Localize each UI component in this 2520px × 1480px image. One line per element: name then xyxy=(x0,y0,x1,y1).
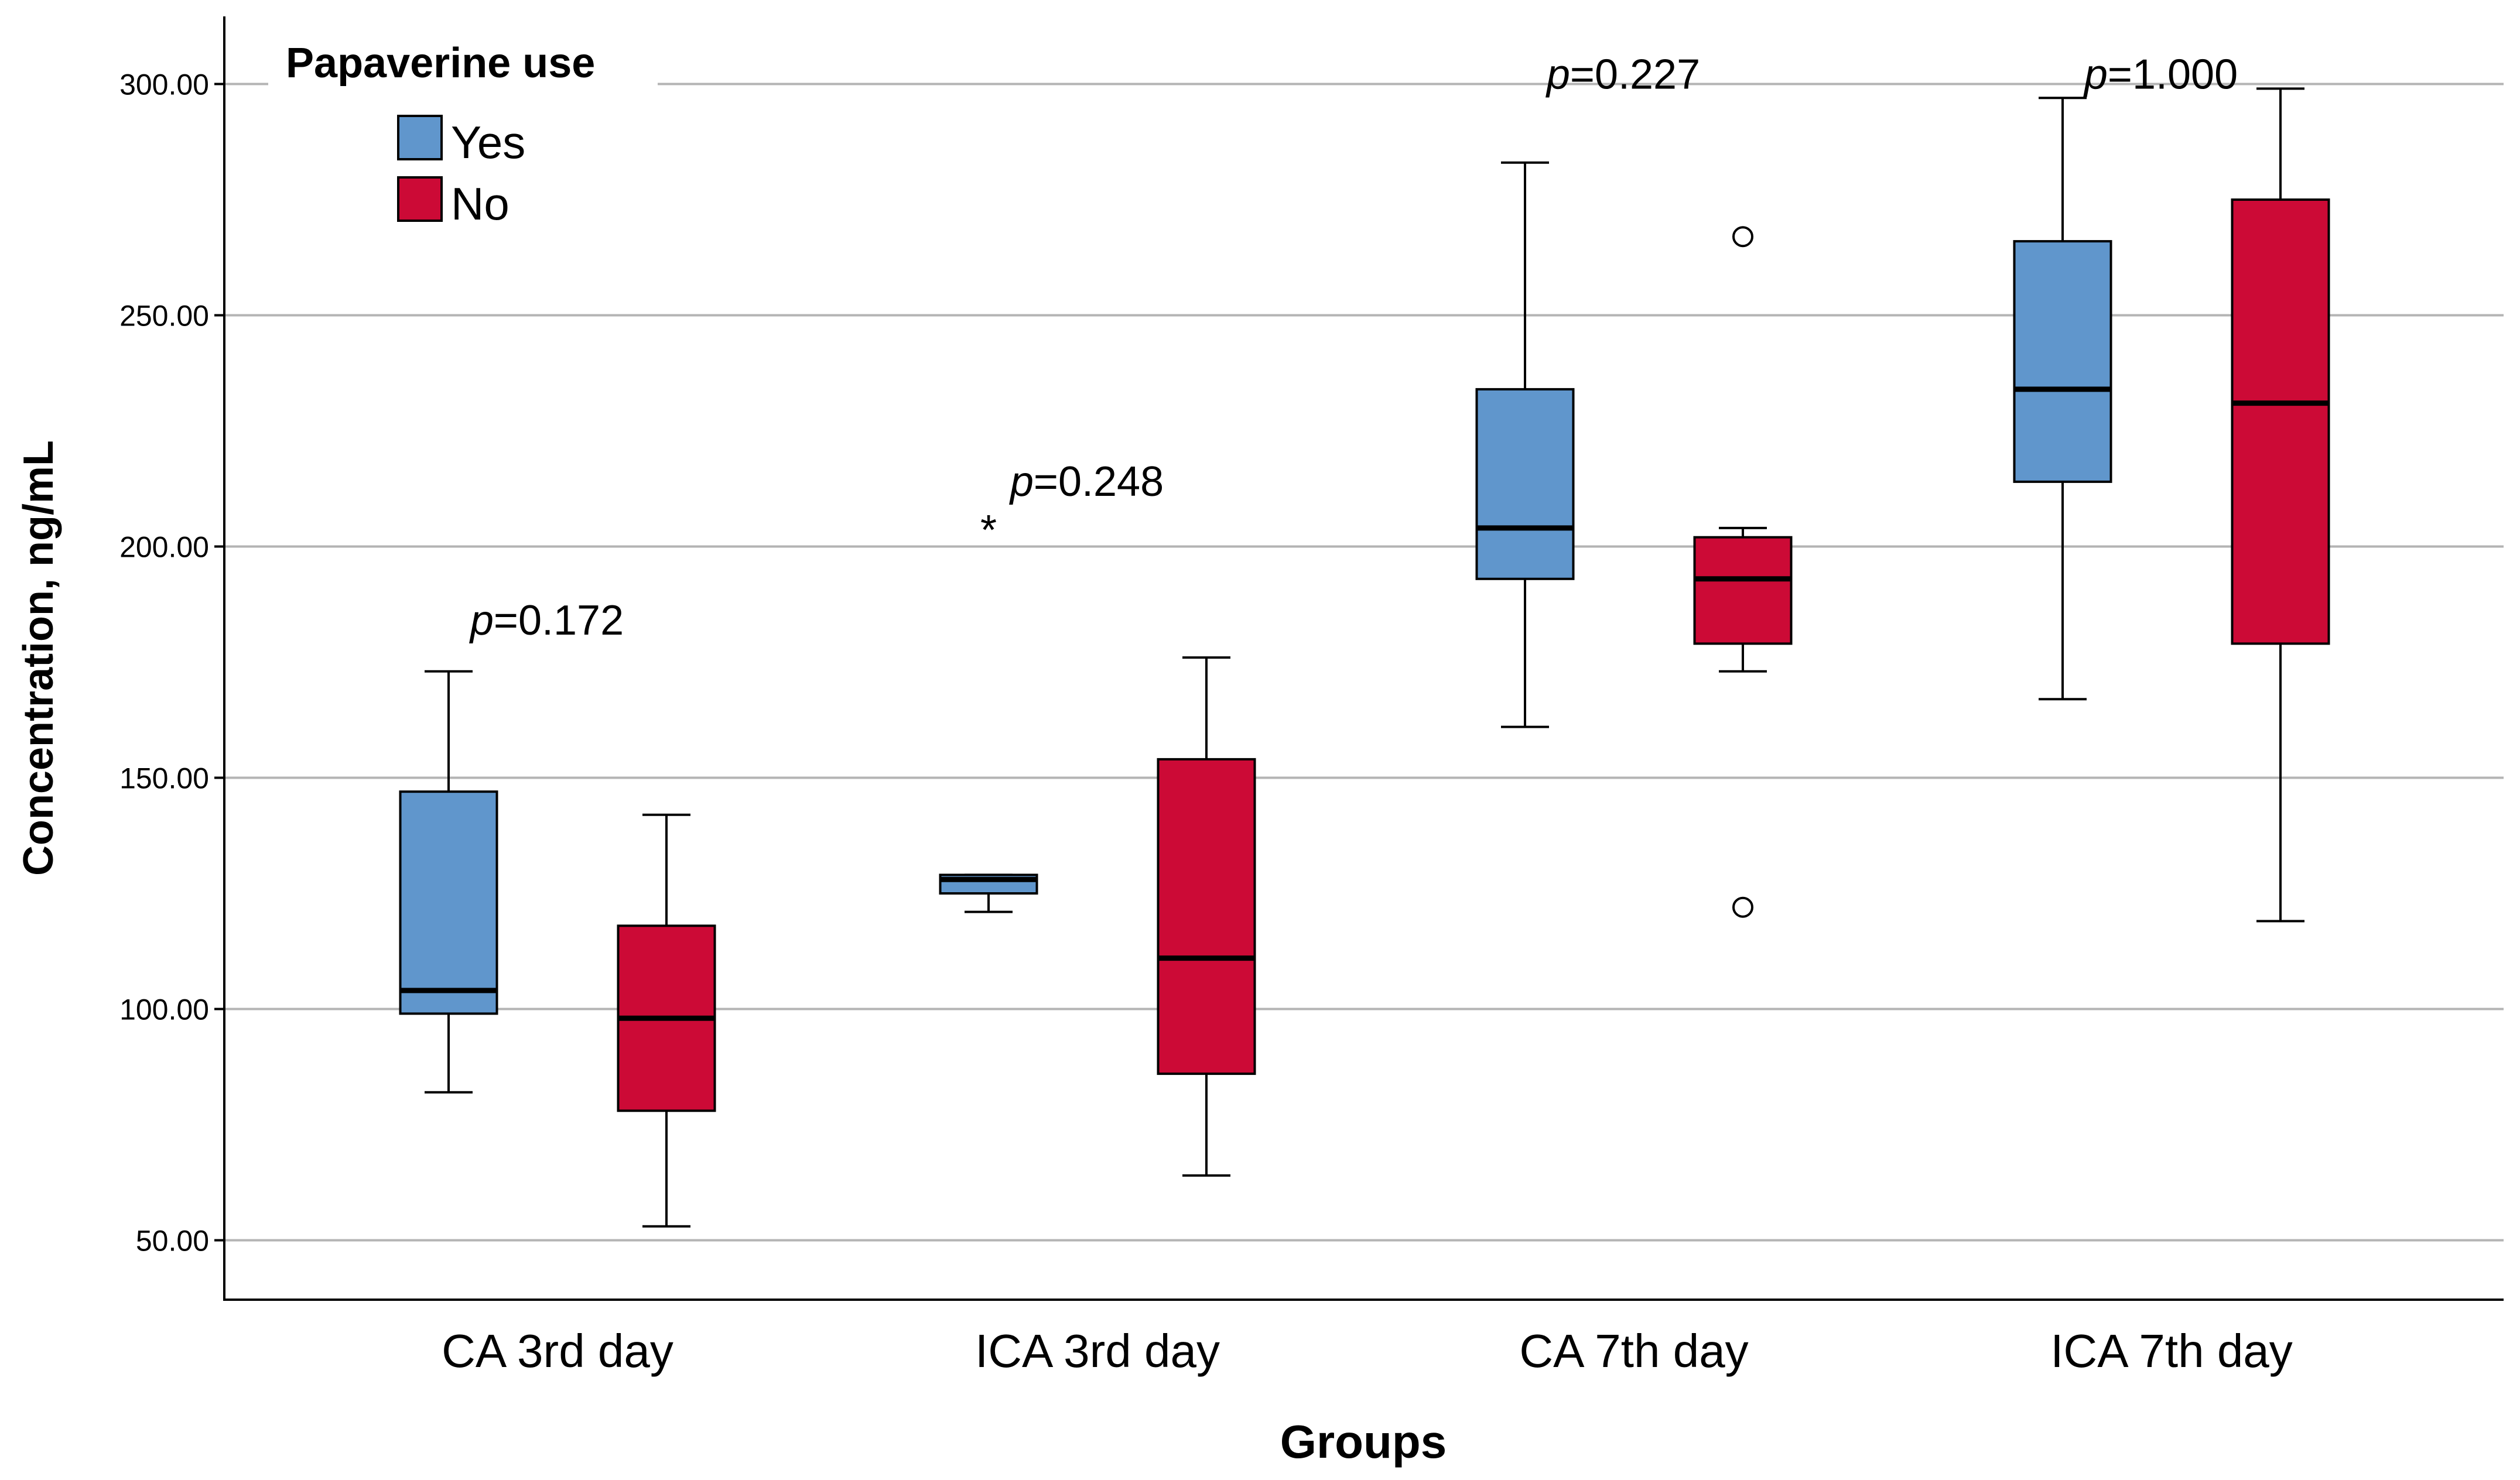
box-plot-series: * xyxy=(399,87,2330,1228)
box-iqr xyxy=(1475,388,1575,580)
y-tick-label: 300.00 xyxy=(119,68,209,101)
y-tick-label: 200.00 xyxy=(119,531,209,564)
outlier-point xyxy=(1732,226,1753,248)
extreme-point: * xyxy=(980,507,997,554)
y-tick-label: 50.00 xyxy=(136,1225,209,1258)
box-yes-3 xyxy=(2013,97,2112,701)
p-value-label: p=0.227 xyxy=(1545,52,1700,98)
legend-label-no: No xyxy=(451,178,510,229)
y-tick-label: 150.00 xyxy=(119,762,209,795)
x-tick-label: ICA 3rd day xyxy=(975,1325,1220,1377)
legend-background xyxy=(268,32,658,234)
legend-title: Papaverine use xyxy=(286,40,595,87)
y-tick-label: 250.00 xyxy=(119,300,209,333)
box-no-3 xyxy=(2231,87,2330,923)
legend-swatch-yes xyxy=(397,115,443,160)
x-tick-label: CA 7th day xyxy=(1519,1325,1748,1377)
gridlines xyxy=(224,83,2504,1242)
p-value-label: p=1.000 xyxy=(2083,52,2238,98)
box-iqr xyxy=(1693,536,1793,645)
box-yes-0 xyxy=(399,670,498,1094)
box-iqr xyxy=(2231,198,2330,645)
p-value-label: p=0.172 xyxy=(469,597,624,644)
legend: Papaverine use Yes No xyxy=(268,32,658,234)
box-no-1 xyxy=(1157,656,1256,1177)
x-tick-labels: CA 3rd day ICA 3rd day CA 7th day ICA 7th d… xyxy=(442,1325,2293,1377)
x-tick-label: ICA 7th day xyxy=(2050,1325,2293,1377)
y-tick-label: 100.00 xyxy=(119,993,209,1026)
box-no-2 xyxy=(1693,226,1793,918)
y-axis-label: Concentration, ng/mL xyxy=(15,440,62,876)
x-tick-label: CA 3rd day xyxy=(442,1325,673,1377)
outlier-point xyxy=(1732,896,1753,918)
legend-swatch-no xyxy=(397,176,443,222)
axes xyxy=(223,16,2504,1301)
box-iqr xyxy=(399,790,498,1015)
x-axis-label: Groups xyxy=(1280,1416,1447,1468)
box-iqr xyxy=(1157,758,1256,1075)
box-yes-1: * xyxy=(939,507,1038,913)
y-tick-labels: 50.00 100.00 150.00 200.00 250.00 300.00 xyxy=(119,68,224,1258)
p-value-annotations: p=0.172 p=0.248 p=0.227 p=1.000 xyxy=(469,52,2238,644)
box-iqr xyxy=(2013,240,2112,483)
box-yes-2 xyxy=(1475,161,1575,728)
p-value-label: p=0.248 xyxy=(1009,458,1164,505)
legend-label-yes: Yes xyxy=(451,117,525,168)
box-no-0 xyxy=(617,813,716,1228)
